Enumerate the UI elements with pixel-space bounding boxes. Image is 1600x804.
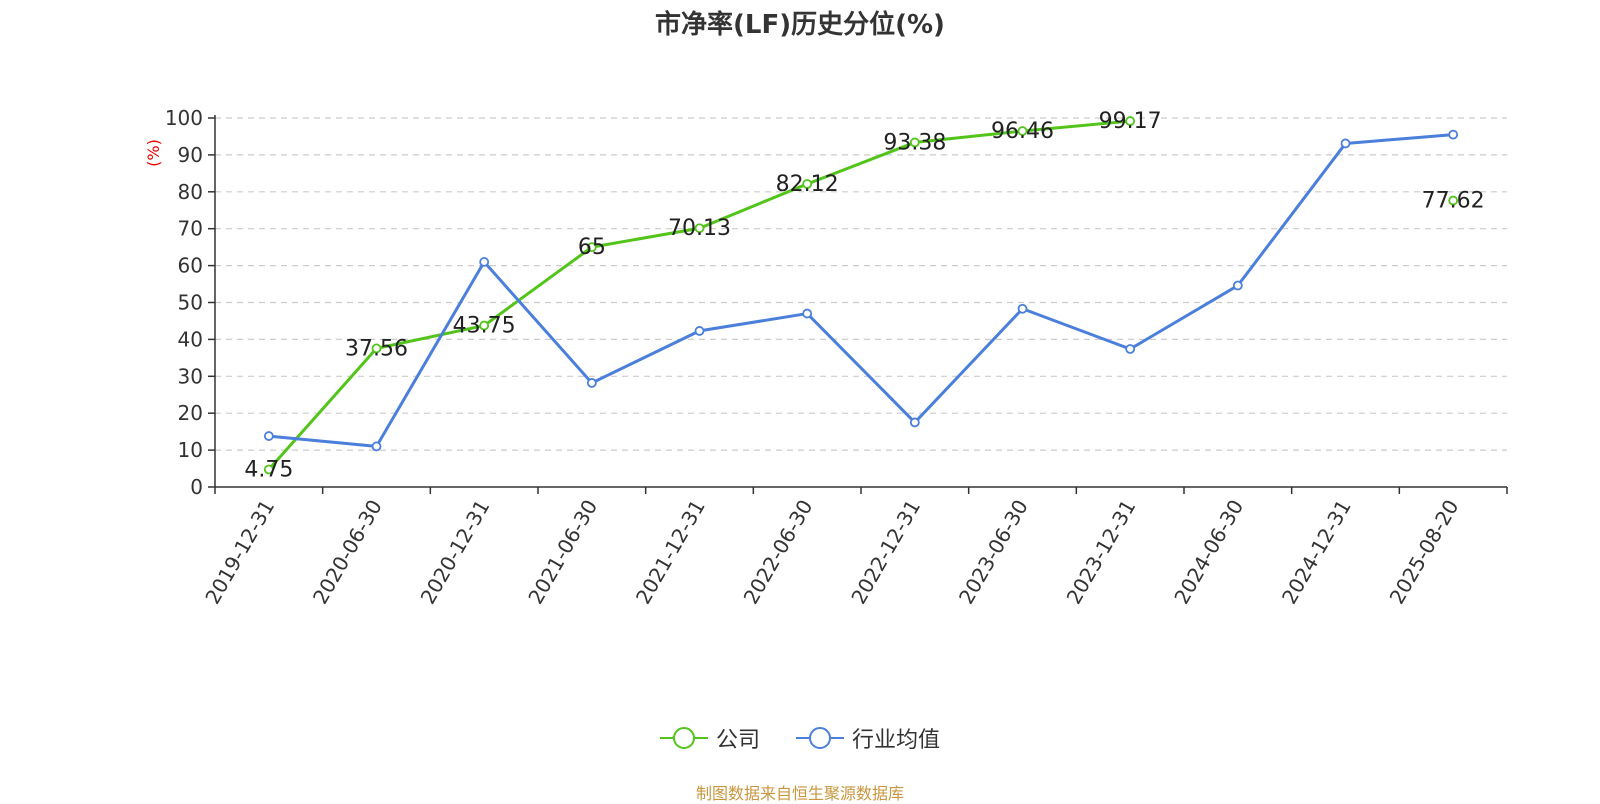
y-tick-label-90: 90 [178, 143, 203, 167]
series-0-point-4 [694, 223, 705, 234]
series-0-data-label-5: 82.12 [776, 172, 839, 197]
x-tick-label-2023-06-30: 2023-06-30 [954, 496, 1033, 609]
y-tick-label-60: 60 [178, 254, 203, 278]
y-tick-label-100: 100 [165, 106, 203, 130]
series-0-point-2 [479, 320, 490, 331]
series-1-point-7 [1017, 303, 1028, 314]
series-line-1-0 [268, 133, 1454, 448]
x-tick-label-2022-12-31: 2022-12-31 [846, 496, 925, 609]
series-0-data-label-3: 65 [578, 235, 606, 260]
series-0-data-label-8: 99.17 [1099, 109, 1162, 134]
y-tick-label-50: 50 [178, 291, 203, 315]
series-line-0-0 [267, 119, 1131, 471]
legend-label-industry-average: 行业均值 [852, 728, 941, 753]
x-tick-label-2021-12-31: 2021-12-31 [631, 496, 710, 609]
y-axis-label: (%) [144, 139, 163, 167]
series-0-point-6 [909, 137, 920, 148]
series-1-point-2 [479, 257, 490, 267]
series-0-data-label-11: 77.62 [1422, 189, 1485, 214]
series-1-point-4 [694, 326, 705, 336]
series-0-data-label-2: 43.75 [453, 314, 516, 339]
series-0-data-label-1: 37.56 [345, 336, 408, 361]
legend-industry-marker-icon [796, 727, 844, 749]
y-tick-label-20: 20 [178, 401, 203, 425]
series-0-point-7 [1017, 126, 1028, 136]
data-source-note: 制图数据来自恒生聚源数据库 [695, 784, 904, 803]
legend-item-industry-average[interactable]: 行业均值 [796, 722, 940, 754]
y-tick-label-80: 80 [178, 180, 203, 204]
y-tick-label-40: 40 [178, 327, 203, 351]
series-0-point-11 [1448, 195, 1459, 206]
x-tick-label-2022-06-30: 2022-06-30 [739, 496, 818, 609]
series-1-point-8 [1125, 344, 1136, 354]
x-tick-label-2020-12-31: 2020-12-31 [416, 496, 495, 609]
series-0-data-label-6: 93.38 [883, 130, 946, 155]
series-0-data-label-0: 4.75 [244, 457, 293, 482]
x-tick-label-2024-06-30: 2024-06-30 [1169, 496, 1248, 609]
x-tick-label-2021-06-30: 2021-06-30 [523, 496, 602, 609]
series-1-point-3 [586, 378, 597, 388]
series-1-point-11 [1448, 129, 1459, 140]
series-0-data-label-4: 70.13 [668, 216, 731, 241]
series-1-point-10 [1340, 138, 1351, 149]
series-1-point-9 [1232, 280, 1243, 291]
series-0-data-label-7: 96.46 [991, 119, 1054, 144]
series-0-point-1 [371, 343, 382, 354]
x-tick-label-2024-12-31: 2024-12-31 [1277, 496, 1356, 609]
legend-label-company: 公司 [715, 728, 760, 753]
x-tick-label-2020-06-30: 2020-06-30 [308, 496, 387, 609]
series-1-point-0 [263, 431, 274, 441]
y-tick-label-10: 10 [178, 438, 203, 462]
series-0-point-3 [586, 242, 597, 253]
series-0-point-0 [263, 464, 274, 475]
chart-title: 市净率(LF)历史分位(%) [655, 10, 945, 40]
series-1-point-1 [371, 441, 382, 452]
y-tick-label-70: 70 [178, 217, 203, 241]
y-tick-label-30: 30 [178, 364, 203, 388]
series-1-point-5 [802, 308, 813, 319]
series-1-point-6 [909, 417, 920, 428]
y-tick-label-0: 0 [190, 475, 203, 499]
x-tick-label-2025-08-20: 2025-08-20 [1385, 496, 1464, 609]
legend-company-marker-icon [659, 727, 708, 749]
chart-legend: 公司 行业均值 [0, 722, 1600, 754]
series-0-point-5 [802, 179, 813, 189]
series-0-point-8 [1125, 116, 1136, 126]
x-tick-label-2023-12-31: 2023-12-31 [1062, 496, 1141, 609]
x-tick-label-2019-12-31: 2019-12-31 [200, 496, 279, 609]
legend-item-company[interactable]: 公司 [659, 722, 760, 754]
